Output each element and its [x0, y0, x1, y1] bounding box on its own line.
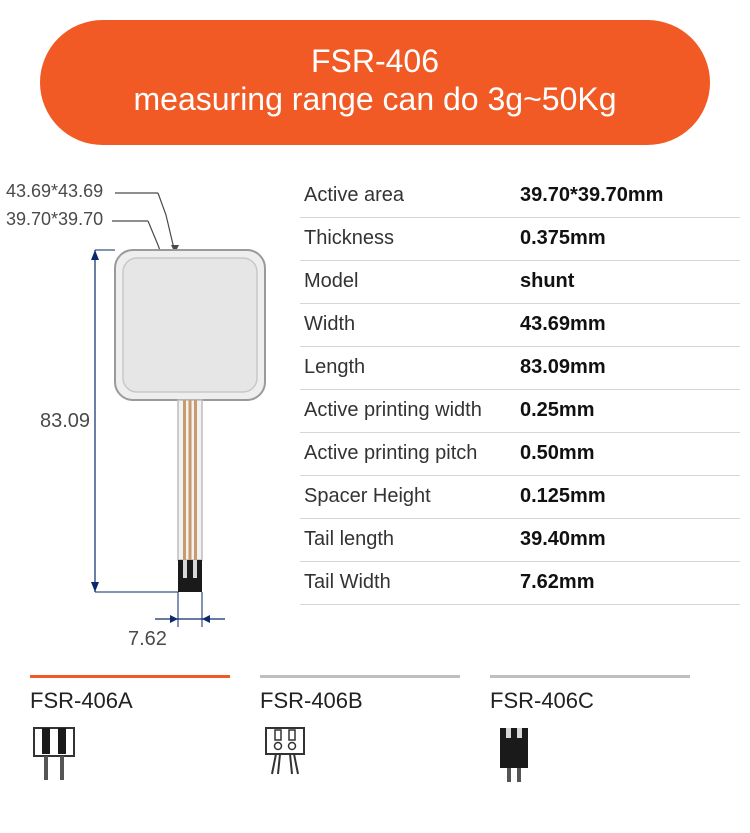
- spec-value: 0.25mm: [520, 399, 595, 422]
- spec-row: Modelshunt: [300, 261, 740, 304]
- connector-icon: [260, 726, 490, 786]
- spec-label: Model: [300, 270, 520, 293]
- spec-label: Tail Width: [300, 571, 520, 594]
- spec-row: Spacer Height0.125mm: [300, 476, 740, 519]
- spec-value: 39.40mm: [520, 528, 606, 551]
- spec-table: Active area39.70*39.70mmThickness0.375mm…: [300, 175, 750, 655]
- spec-row: Tail Width7.62mm: [300, 562, 740, 605]
- spec-value: 0.125mm: [520, 485, 606, 508]
- variant-bar: [490, 675, 690, 678]
- spec-value: 0.50mm: [520, 442, 595, 465]
- svg-text:7.62: 7.62: [128, 628, 167, 650]
- spec-row: Length83.09mm: [300, 347, 740, 390]
- spec-row: Active printing width0.25mm: [300, 390, 740, 433]
- variant-label: FSR-406A: [30, 688, 260, 714]
- variant-label: FSR-406B: [260, 688, 490, 714]
- variant-bar: [30, 675, 230, 678]
- spec-value: shunt: [520, 270, 574, 293]
- spec-value: 83.09mm: [520, 356, 606, 379]
- spec-row: Width43.69mm: [300, 304, 740, 347]
- variant-label: FSR-406C: [490, 688, 720, 714]
- dim-inner-label: 39.70*39.70: [6, 209, 103, 229]
- spec-value: 43.69mm: [520, 313, 606, 336]
- header-title: FSR-406: [60, 42, 690, 80]
- spec-label: Tail length: [300, 528, 520, 551]
- spec-label: Active area: [300, 184, 520, 207]
- spec-label: Spacer Height: [300, 485, 520, 508]
- spec-row: Thickness0.375mm: [300, 218, 740, 261]
- variant: FSR-406C: [490, 675, 720, 786]
- main-row: 43.69*43.69 39.70*39.70: [0, 175, 750, 655]
- spec-label: Width: [300, 313, 520, 336]
- svg-text:83.09: 83.09: [40, 410, 90, 432]
- header-pill: FSR-406 measuring range can do 3g~50Kg: [40, 20, 710, 145]
- spec-row: Active area39.70*39.70mm: [300, 175, 740, 218]
- connector-icon: [490, 726, 720, 786]
- connector-icon: [30, 726, 260, 786]
- spec-label: Active printing width: [300, 399, 520, 422]
- spec-label: Active printing pitch: [300, 442, 520, 465]
- sensor-diagram: 43.69*43.69 39.70*39.70: [0, 175, 300, 655]
- spec-value: 0.375mm: [520, 227, 606, 250]
- spec-value: 7.62mm: [520, 571, 595, 594]
- sensor-body: [115, 250, 265, 592]
- header-subtitle: measuring range can do 3g~50Kg: [60, 80, 690, 118]
- variant: FSR-406A: [30, 675, 260, 786]
- spec-value: 39.70*39.70mm: [520, 184, 663, 207]
- spec-label: Thickness: [300, 227, 520, 250]
- spec-row: Active printing pitch0.50mm: [300, 433, 740, 476]
- dim-outer-label: 43.69*43.69: [6, 181, 103, 201]
- spec-label: Length: [300, 356, 520, 379]
- variants-row: FSR-406AFSR-406BFSR-406C: [0, 675, 750, 786]
- variant-bar: [260, 675, 460, 678]
- spec-row: Tail length39.40mm: [300, 519, 740, 562]
- variant: FSR-406B: [260, 675, 490, 786]
- dim-tail-width: 7.62: [128, 592, 225, 650]
